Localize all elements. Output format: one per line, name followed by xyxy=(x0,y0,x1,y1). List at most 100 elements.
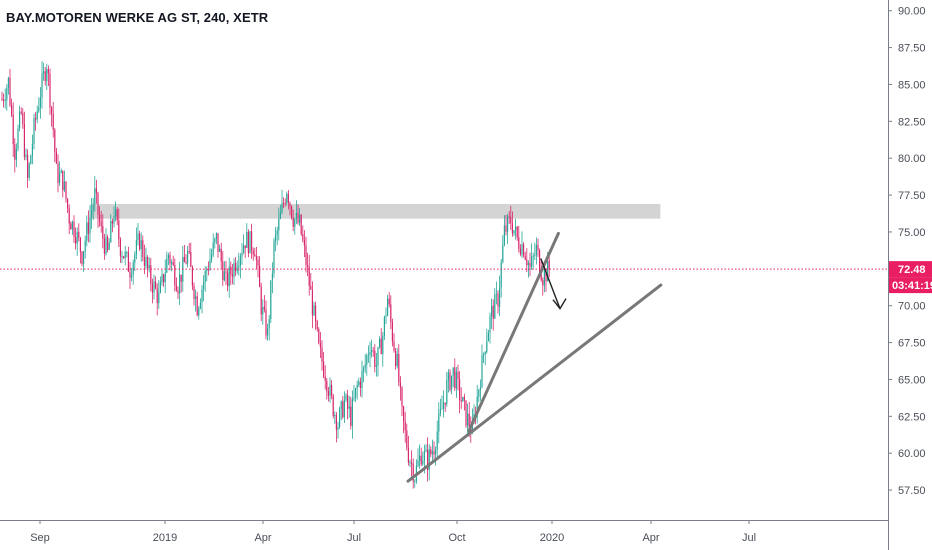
candle-body xyxy=(295,212,297,219)
candle-body xyxy=(71,221,73,230)
candle-body xyxy=(505,225,507,232)
support-trendline[interactable] xyxy=(406,283,663,483)
candle-body xyxy=(439,409,441,414)
candle-body xyxy=(276,230,278,235)
candle-body xyxy=(187,250,189,264)
candle-body xyxy=(491,305,493,317)
candle-body xyxy=(239,256,241,266)
x-tick-label: Sep xyxy=(30,532,50,544)
candle-body xyxy=(1,99,3,100)
candle-body xyxy=(219,248,221,252)
candle-body xyxy=(388,298,390,305)
candle-body xyxy=(382,335,384,355)
candle-body xyxy=(215,233,217,239)
candle-body xyxy=(299,214,301,223)
candle-body xyxy=(425,449,427,452)
candle-body xyxy=(527,262,529,266)
candle-body xyxy=(169,254,171,264)
candle-body xyxy=(435,449,437,455)
candle-body xyxy=(300,214,302,235)
candle-body xyxy=(57,163,59,183)
candle-body xyxy=(33,117,35,144)
candle-body xyxy=(60,170,62,173)
candle-body xyxy=(297,212,299,223)
candle-body xyxy=(143,256,145,266)
candle-body xyxy=(391,321,393,342)
candle-body xyxy=(423,451,425,461)
candle-body xyxy=(270,280,272,319)
candle-body xyxy=(324,376,326,381)
candle-body xyxy=(348,406,350,409)
trendlines[interactable] xyxy=(406,231,663,483)
candle-body xyxy=(100,221,102,227)
candle-body xyxy=(78,231,80,238)
candle-body xyxy=(516,226,518,238)
candle-body xyxy=(283,203,285,204)
candle-body xyxy=(99,214,101,222)
candle-body xyxy=(319,342,321,348)
candle-body xyxy=(510,216,512,224)
candle-body xyxy=(3,99,5,101)
candle-body xyxy=(191,266,193,286)
candle-body xyxy=(206,269,208,271)
candle-body xyxy=(127,252,129,272)
candle-body xyxy=(153,281,155,293)
candle-body xyxy=(350,406,352,426)
candle-body xyxy=(315,305,317,322)
candle-body xyxy=(436,431,438,450)
candle-body xyxy=(478,390,480,397)
candle-body xyxy=(540,272,542,281)
candle-body xyxy=(123,256,125,259)
candle-body xyxy=(427,449,429,470)
candle-body xyxy=(337,427,339,430)
candle-body xyxy=(25,154,27,158)
candle-body xyxy=(148,265,150,269)
candle-body xyxy=(518,237,520,249)
candle-body xyxy=(326,380,328,392)
candle-body xyxy=(407,447,409,463)
candle-body xyxy=(217,233,219,252)
candle-body xyxy=(441,408,443,410)
candle-body xyxy=(102,226,104,239)
candle-body xyxy=(526,259,528,266)
candle-body xyxy=(321,347,323,362)
candle-body xyxy=(180,274,182,282)
candle-body xyxy=(164,272,166,283)
candle-body xyxy=(156,288,158,304)
candle-body xyxy=(105,236,107,254)
candle-body xyxy=(201,289,203,303)
candle-body xyxy=(68,208,70,224)
candle-body xyxy=(126,252,128,253)
candle-body xyxy=(447,372,449,381)
candle-body xyxy=(403,406,405,422)
candle-body xyxy=(399,382,401,388)
candle-body xyxy=(366,355,368,365)
candle-body xyxy=(395,350,397,367)
candle-body xyxy=(220,248,222,262)
candle-body xyxy=(463,397,465,401)
candle-body xyxy=(163,274,165,283)
last-price-badge xyxy=(889,261,932,278)
candle-body xyxy=(289,202,291,207)
candle-body xyxy=(116,209,118,221)
candle-body xyxy=(62,170,64,191)
candle-body xyxy=(131,275,133,278)
resistance-zone xyxy=(90,203,661,219)
candle-body xyxy=(214,238,216,243)
candle-body xyxy=(121,256,123,258)
candle-body xyxy=(292,217,294,227)
candle-body xyxy=(54,129,56,152)
candle-body xyxy=(36,111,38,120)
candle-body xyxy=(409,462,411,464)
candle-body xyxy=(494,294,496,319)
candle-body xyxy=(278,218,280,231)
x-tick-label: Jul xyxy=(742,532,756,544)
candle-body xyxy=(310,286,312,290)
candle-body xyxy=(179,274,181,294)
candle-body xyxy=(254,254,256,257)
candle-body xyxy=(479,387,481,391)
candle-body xyxy=(222,261,224,281)
steep-trendline[interactable] xyxy=(467,231,560,433)
candle-body xyxy=(316,321,318,329)
